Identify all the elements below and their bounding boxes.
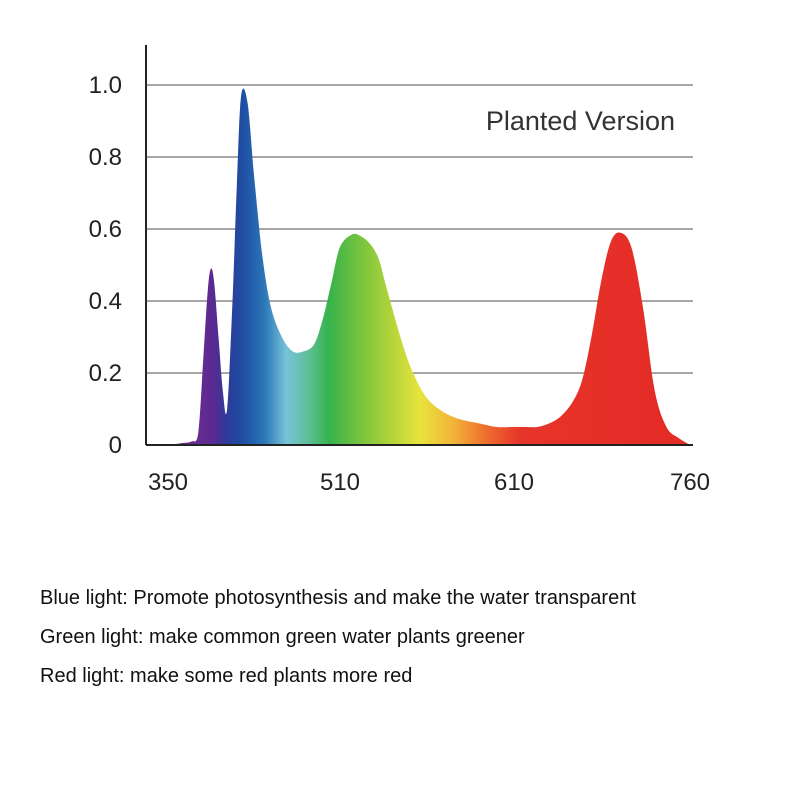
note-blue-light: Blue light: Promote photosynthesis and m… — [40, 587, 636, 609]
y-tick-label: 0.6 — [89, 216, 122, 243]
notes-list: Blue light: Promote photosynthesis and m… — [40, 585, 780, 702]
chart-title: Planted Version — [486, 106, 675, 136]
spectrum-curve — [168, 88, 690, 446]
note-red-light: Red light: make some red plants more red — [40, 665, 413, 687]
y-tick-label: 0.8 — [89, 144, 122, 171]
x-tick-labels: 350 510 610 760 — [148, 469, 710, 496]
spectrum-chart: 0 0.2 0.4 0.6 0.8 1.0 350 510 610 760 Planted Ve… — [89, 45, 710, 496]
y-tick-label: 0.2 — [89, 360, 122, 387]
x-tick-label: 510 — [320, 469, 360, 496]
x-tick-label: 760 — [670, 469, 710, 496]
y-tick-label: 0 — [109, 432, 122, 459]
y-tick-label: 1.0 — [89, 72, 122, 99]
axes — [145, 45, 693, 446]
y-tick-labels: 0 0.2 0.4 0.6 0.8 1.0 — [89, 72, 122, 459]
note-green-light: Green light: make common green water pla… — [40, 626, 525, 648]
x-tick-label: 610 — [494, 469, 534, 496]
x-tick-label: 350 — [148, 469, 188, 496]
y-tick-label: 0.4 — [89, 288, 122, 315]
